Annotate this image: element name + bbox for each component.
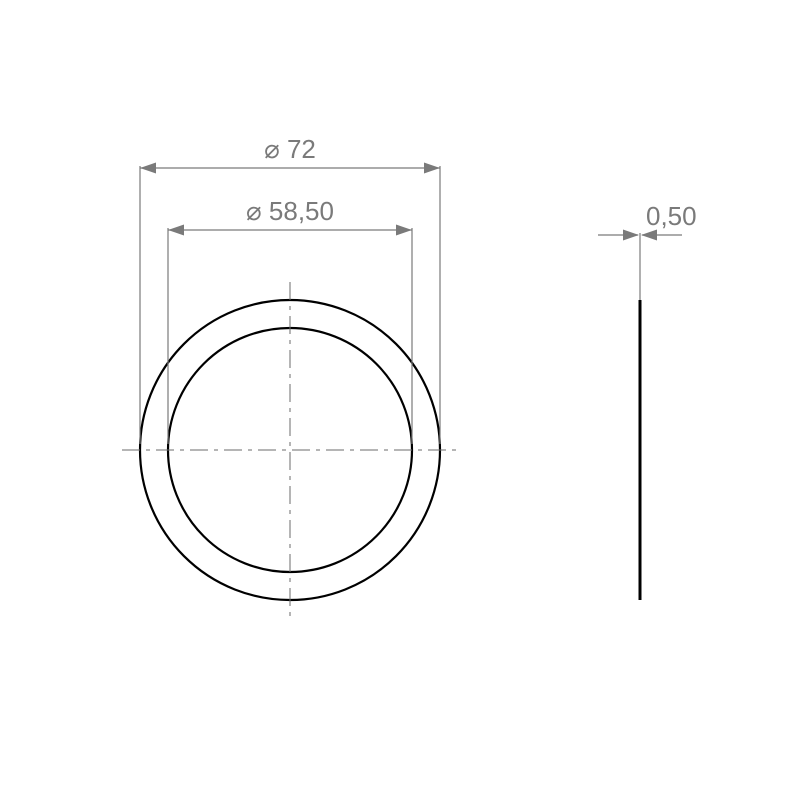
dimension-inner-diameter-label: ⌀ 58,50 — [246, 196, 334, 226]
front-view — [122, 282, 458, 618]
dimension-outer-diameter-label: ⌀ 72 — [264, 134, 316, 164]
dimension-thickness-label: 0,50 — [646, 201, 697, 231]
technical-drawing: ⌀ 72 ⌀ 58,50 0,50 — [0, 0, 800, 800]
dimension-thickness — [598, 230, 682, 301]
